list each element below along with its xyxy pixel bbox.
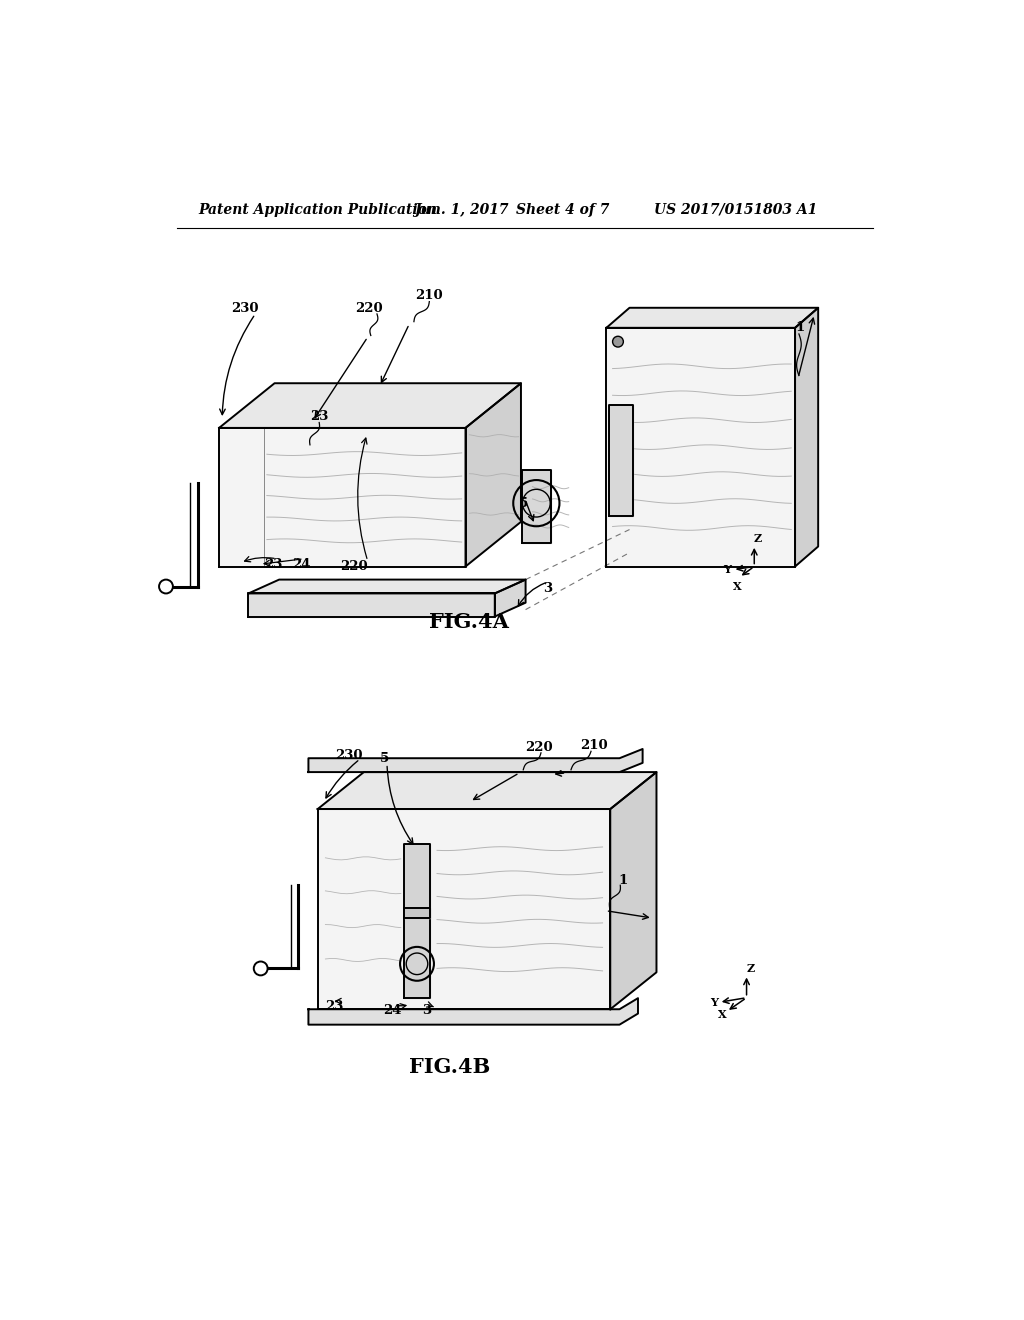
Text: 5: 5 (518, 496, 528, 510)
Text: Sheet 4 of 7: Sheet 4 of 7 (515, 203, 609, 216)
Text: X: X (733, 581, 741, 591)
Polygon shape (403, 908, 430, 917)
Text: X: X (718, 1010, 726, 1020)
Text: Z: Z (754, 533, 762, 544)
Text: 1: 1 (796, 321, 805, 334)
Polygon shape (317, 809, 610, 1010)
Text: 3: 3 (423, 1005, 431, 1018)
Text: 210: 210 (581, 739, 608, 751)
Text: 1: 1 (618, 874, 628, 887)
Text: Y: Y (723, 564, 731, 576)
Text: Patent Application Publication: Patent Application Publication (199, 203, 437, 216)
Polygon shape (219, 428, 466, 566)
Polygon shape (610, 772, 656, 1010)
Text: FIG.4A: FIG.4A (429, 612, 509, 632)
Polygon shape (308, 748, 643, 772)
Polygon shape (606, 327, 795, 566)
Text: 230: 230 (230, 302, 258, 315)
Polygon shape (219, 383, 521, 428)
Polygon shape (495, 579, 525, 616)
Text: 24: 24 (292, 557, 310, 570)
Text: 220: 220 (340, 560, 368, 573)
Polygon shape (795, 308, 818, 566)
Polygon shape (317, 772, 656, 809)
Text: 220: 220 (525, 741, 553, 754)
Polygon shape (249, 594, 495, 616)
Polygon shape (608, 405, 634, 516)
Polygon shape (606, 308, 818, 327)
Text: 3: 3 (544, 582, 553, 594)
Text: 220: 220 (355, 302, 383, 315)
Polygon shape (521, 470, 551, 544)
Text: 23: 23 (264, 557, 283, 570)
Text: 23: 23 (310, 409, 329, 422)
Text: 23: 23 (326, 1001, 344, 1014)
Polygon shape (308, 998, 638, 1024)
Text: Y: Y (711, 997, 718, 1008)
Text: 210: 210 (416, 289, 443, 302)
Polygon shape (466, 383, 521, 566)
Text: FIG.4B: FIG.4B (410, 1057, 490, 1077)
Text: US 2017/0151803 A1: US 2017/0151803 A1 (654, 203, 817, 216)
Polygon shape (403, 843, 430, 998)
Text: Jun. 1, 2017: Jun. 1, 2017 (414, 203, 509, 216)
Polygon shape (249, 579, 525, 594)
Text: 230: 230 (335, 748, 362, 762)
Text: 5: 5 (380, 752, 389, 766)
Text: 24: 24 (383, 1005, 401, 1018)
Text: Z: Z (746, 964, 755, 974)
Circle shape (612, 337, 624, 347)
